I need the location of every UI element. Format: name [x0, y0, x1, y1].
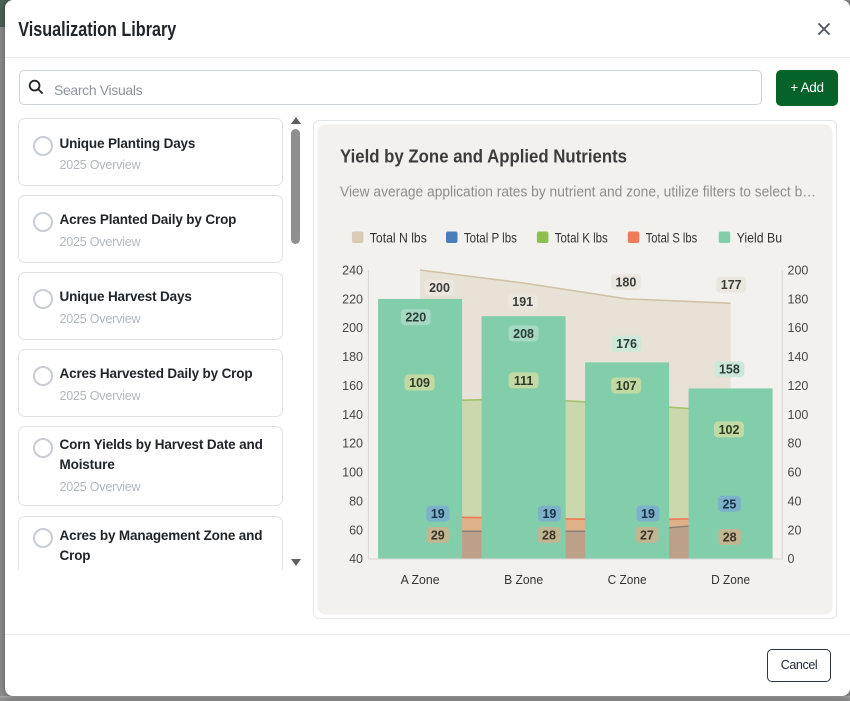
svg-text:C Zone: C Zone	[608, 573, 647, 587]
svg-text:180: 180	[615, 275, 636, 289]
svg-text:28: 28	[723, 531, 737, 545]
svg-text:160: 160	[342, 379, 363, 393]
svg-text:0: 0	[788, 552, 795, 566]
svg-text:D Zone: D Zone	[711, 573, 750, 587]
svg-text:191: 191	[512, 295, 533, 309]
svg-text:140: 140	[342, 408, 363, 422]
svg-text:107: 107	[616, 379, 637, 393]
svg-text:19: 19	[542, 507, 556, 521]
svg-text:B Zone: B Zone	[504, 573, 543, 587]
svg-text:140: 140	[788, 350, 809, 364]
svg-text:A Zone: A Zone	[401, 573, 440, 587]
svg-text:Visualization Library: Visualization Library	[18, 19, 177, 41]
svg-text:Yield Bu: Yield Bu	[737, 230, 783, 246]
svg-text:29: 29	[431, 529, 445, 543]
svg-text:28: 28	[542, 528, 556, 542]
svg-text:27: 27	[640, 528, 654, 542]
svg-text:20: 20	[788, 523, 802, 537]
svg-text:200: 200	[342, 321, 363, 335]
svg-text:158: 158	[719, 363, 740, 377]
svg-text:Yield by Zone and Applied Nutr: Yield by Zone and Applied Nutrients	[340, 146, 627, 166]
svg-text:220: 220	[405, 311, 426, 325]
svg-text:176: 176	[616, 337, 637, 351]
svg-text:100: 100	[788, 408, 809, 422]
svg-text:111: 111	[514, 374, 534, 388]
svg-text:109: 109	[409, 376, 430, 390]
svg-text:19: 19	[641, 507, 655, 521]
svg-text:208: 208	[513, 327, 534, 341]
svg-text:View average application rates: View average application rates by nutrie…	[340, 184, 816, 201]
svg-text:160: 160	[788, 321, 809, 335]
svg-text:40: 40	[349, 552, 363, 566]
svg-text:200: 200	[429, 281, 450, 295]
svg-text:240: 240	[342, 264, 363, 278]
svg-text:180: 180	[342, 350, 363, 364]
svg-text:Total N lbs: Total N lbs	[370, 230, 427, 246]
svg-text:102: 102	[719, 423, 740, 437]
svg-text:Total K lbs: Total K lbs	[555, 230, 608, 246]
svg-text:80: 80	[349, 494, 363, 508]
svg-text:60: 60	[788, 466, 802, 480]
svg-text:120: 120	[788, 379, 809, 393]
svg-text:80: 80	[788, 437, 802, 451]
svg-text:100: 100	[342, 466, 363, 480]
svg-text:60: 60	[349, 523, 363, 537]
svg-text:177: 177	[721, 278, 742, 292]
svg-text:19: 19	[431, 507, 445, 521]
svg-text:220: 220	[342, 292, 363, 306]
svg-text:120: 120	[342, 437, 363, 451]
svg-text:Total S lbs: Total S lbs	[646, 230, 698, 246]
svg-text:200: 200	[788, 264, 809, 278]
svg-text:Total P lbs: Total P lbs	[464, 230, 517, 246]
svg-text:25: 25	[722, 497, 736, 511]
svg-text:180: 180	[788, 292, 809, 306]
svg-text:40: 40	[788, 494, 802, 508]
